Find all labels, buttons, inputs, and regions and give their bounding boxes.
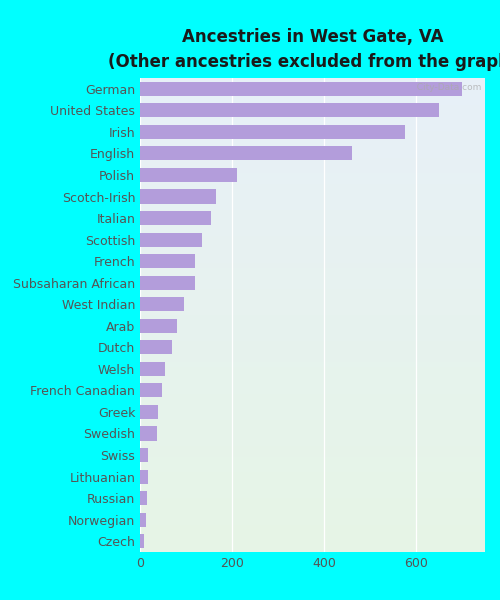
Bar — [140, 103, 439, 118]
Bar — [140, 125, 404, 139]
Bar — [140, 168, 236, 182]
Bar — [140, 297, 184, 311]
Bar — [140, 362, 166, 376]
Text: City-Data.com: City-Data.com — [411, 83, 482, 92]
Bar — [140, 233, 202, 247]
Bar — [140, 319, 177, 333]
Bar — [140, 340, 172, 355]
Bar — [140, 211, 212, 225]
Bar — [140, 512, 145, 527]
Bar — [140, 405, 158, 419]
Bar — [140, 491, 147, 505]
Bar — [140, 534, 143, 548]
Title: Ancestries in West Gate, VA
(Other ancestries excluded from the graph): Ancestries in West Gate, VA (Other ances… — [108, 28, 500, 71]
Bar — [140, 383, 162, 397]
Bar — [140, 82, 462, 96]
Bar — [140, 146, 352, 160]
Bar — [140, 448, 148, 462]
Bar — [140, 470, 148, 484]
Bar — [140, 254, 195, 268]
Bar — [140, 427, 158, 440]
Bar — [140, 275, 195, 290]
Bar — [140, 190, 216, 203]
